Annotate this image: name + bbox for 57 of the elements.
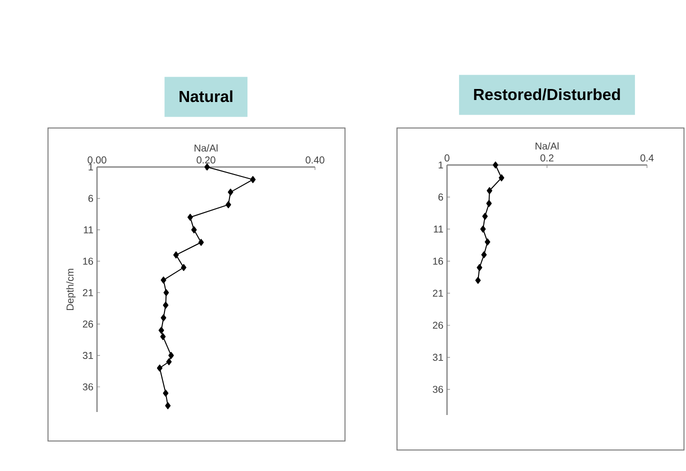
point xyxy=(160,314,166,322)
point xyxy=(250,176,256,184)
point xyxy=(173,251,179,258)
y-tick-label: 26 xyxy=(432,322,444,329)
point xyxy=(204,164,210,170)
point xyxy=(191,226,197,234)
point xyxy=(492,162,498,168)
y-tick-label: 11 xyxy=(434,226,444,233)
point xyxy=(160,276,166,284)
x-tick-label: 0.20 xyxy=(196,156,216,164)
y-tick-label: 1 xyxy=(88,164,94,170)
y-tick-label: 6 xyxy=(88,194,94,202)
point xyxy=(198,238,204,246)
point xyxy=(226,201,232,208)
y-tick-label: 1 xyxy=(438,162,444,168)
y-tick-label: 16 xyxy=(433,258,444,265)
y-axis-title: Depth/cm xyxy=(66,268,76,310)
point xyxy=(475,276,481,284)
point xyxy=(168,352,174,359)
point xyxy=(166,358,172,366)
point xyxy=(162,302,168,309)
x-tick-label: 0.4 xyxy=(640,154,654,162)
y-tick-label: 26 xyxy=(82,320,94,328)
y-tick-label: 36 xyxy=(432,386,444,393)
y-tick-label: 31 xyxy=(82,352,94,359)
point xyxy=(163,289,169,296)
point xyxy=(228,188,234,196)
point xyxy=(162,390,168,397)
y-tick-label: 21 xyxy=(82,289,94,296)
y-tick-label: 21 xyxy=(432,290,444,297)
point xyxy=(476,264,482,272)
y-tick-label: 11 xyxy=(84,226,94,234)
x-axis-title: Na/Al xyxy=(194,144,218,152)
point xyxy=(165,402,171,410)
x-tick-label: 0.2 xyxy=(540,154,554,162)
point xyxy=(486,187,492,194)
x-tick-label: 0.40 xyxy=(306,156,324,164)
x-tick-label: 0 xyxy=(444,154,450,162)
y-tick-label: 6 xyxy=(438,194,444,201)
point xyxy=(481,251,487,258)
x-axis-title: Na/Al xyxy=(536,142,559,150)
point xyxy=(498,174,504,182)
point xyxy=(480,226,486,233)
point xyxy=(158,326,164,334)
y-tick-label: 36 xyxy=(82,383,94,390)
point xyxy=(484,238,490,246)
point xyxy=(482,212,488,220)
y-tick-label: 16 xyxy=(83,258,94,265)
y-tick-label: 31 xyxy=(432,354,444,361)
point xyxy=(156,364,162,372)
point xyxy=(160,333,166,340)
point xyxy=(187,214,193,221)
chart-title: Restored/Disturbed xyxy=(474,88,620,100)
point xyxy=(486,200,492,207)
chart-title: Natural xyxy=(180,90,232,102)
x-tick-label: 0.00 xyxy=(88,156,106,164)
point xyxy=(180,264,186,272)
